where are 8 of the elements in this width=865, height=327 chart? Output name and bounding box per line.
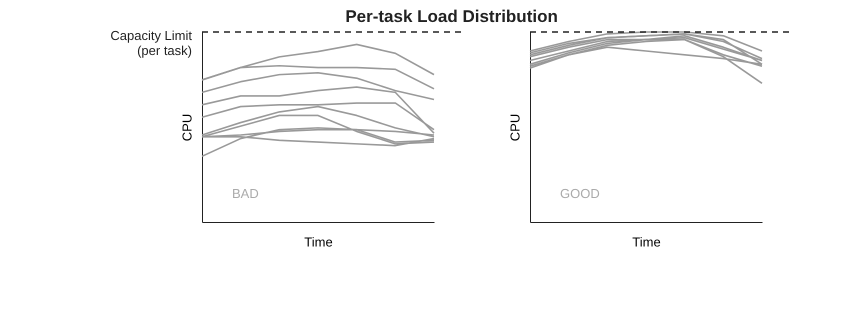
y-axis-title: CPU	[180, 114, 194, 142]
ref-line-label: Capacity Limit (per task)	[110, 28, 192, 58]
annotation: GOOD	[560, 186, 600, 201]
x-axis-title: Time	[632, 234, 661, 250]
y-axis-title: CPU	[508, 114, 522, 142]
annotation: BAD	[232, 186, 259, 201]
x-axis-title: Time	[304, 234, 333, 250]
chart-title: Per-task Load Distribution	[345, 7, 558, 26]
